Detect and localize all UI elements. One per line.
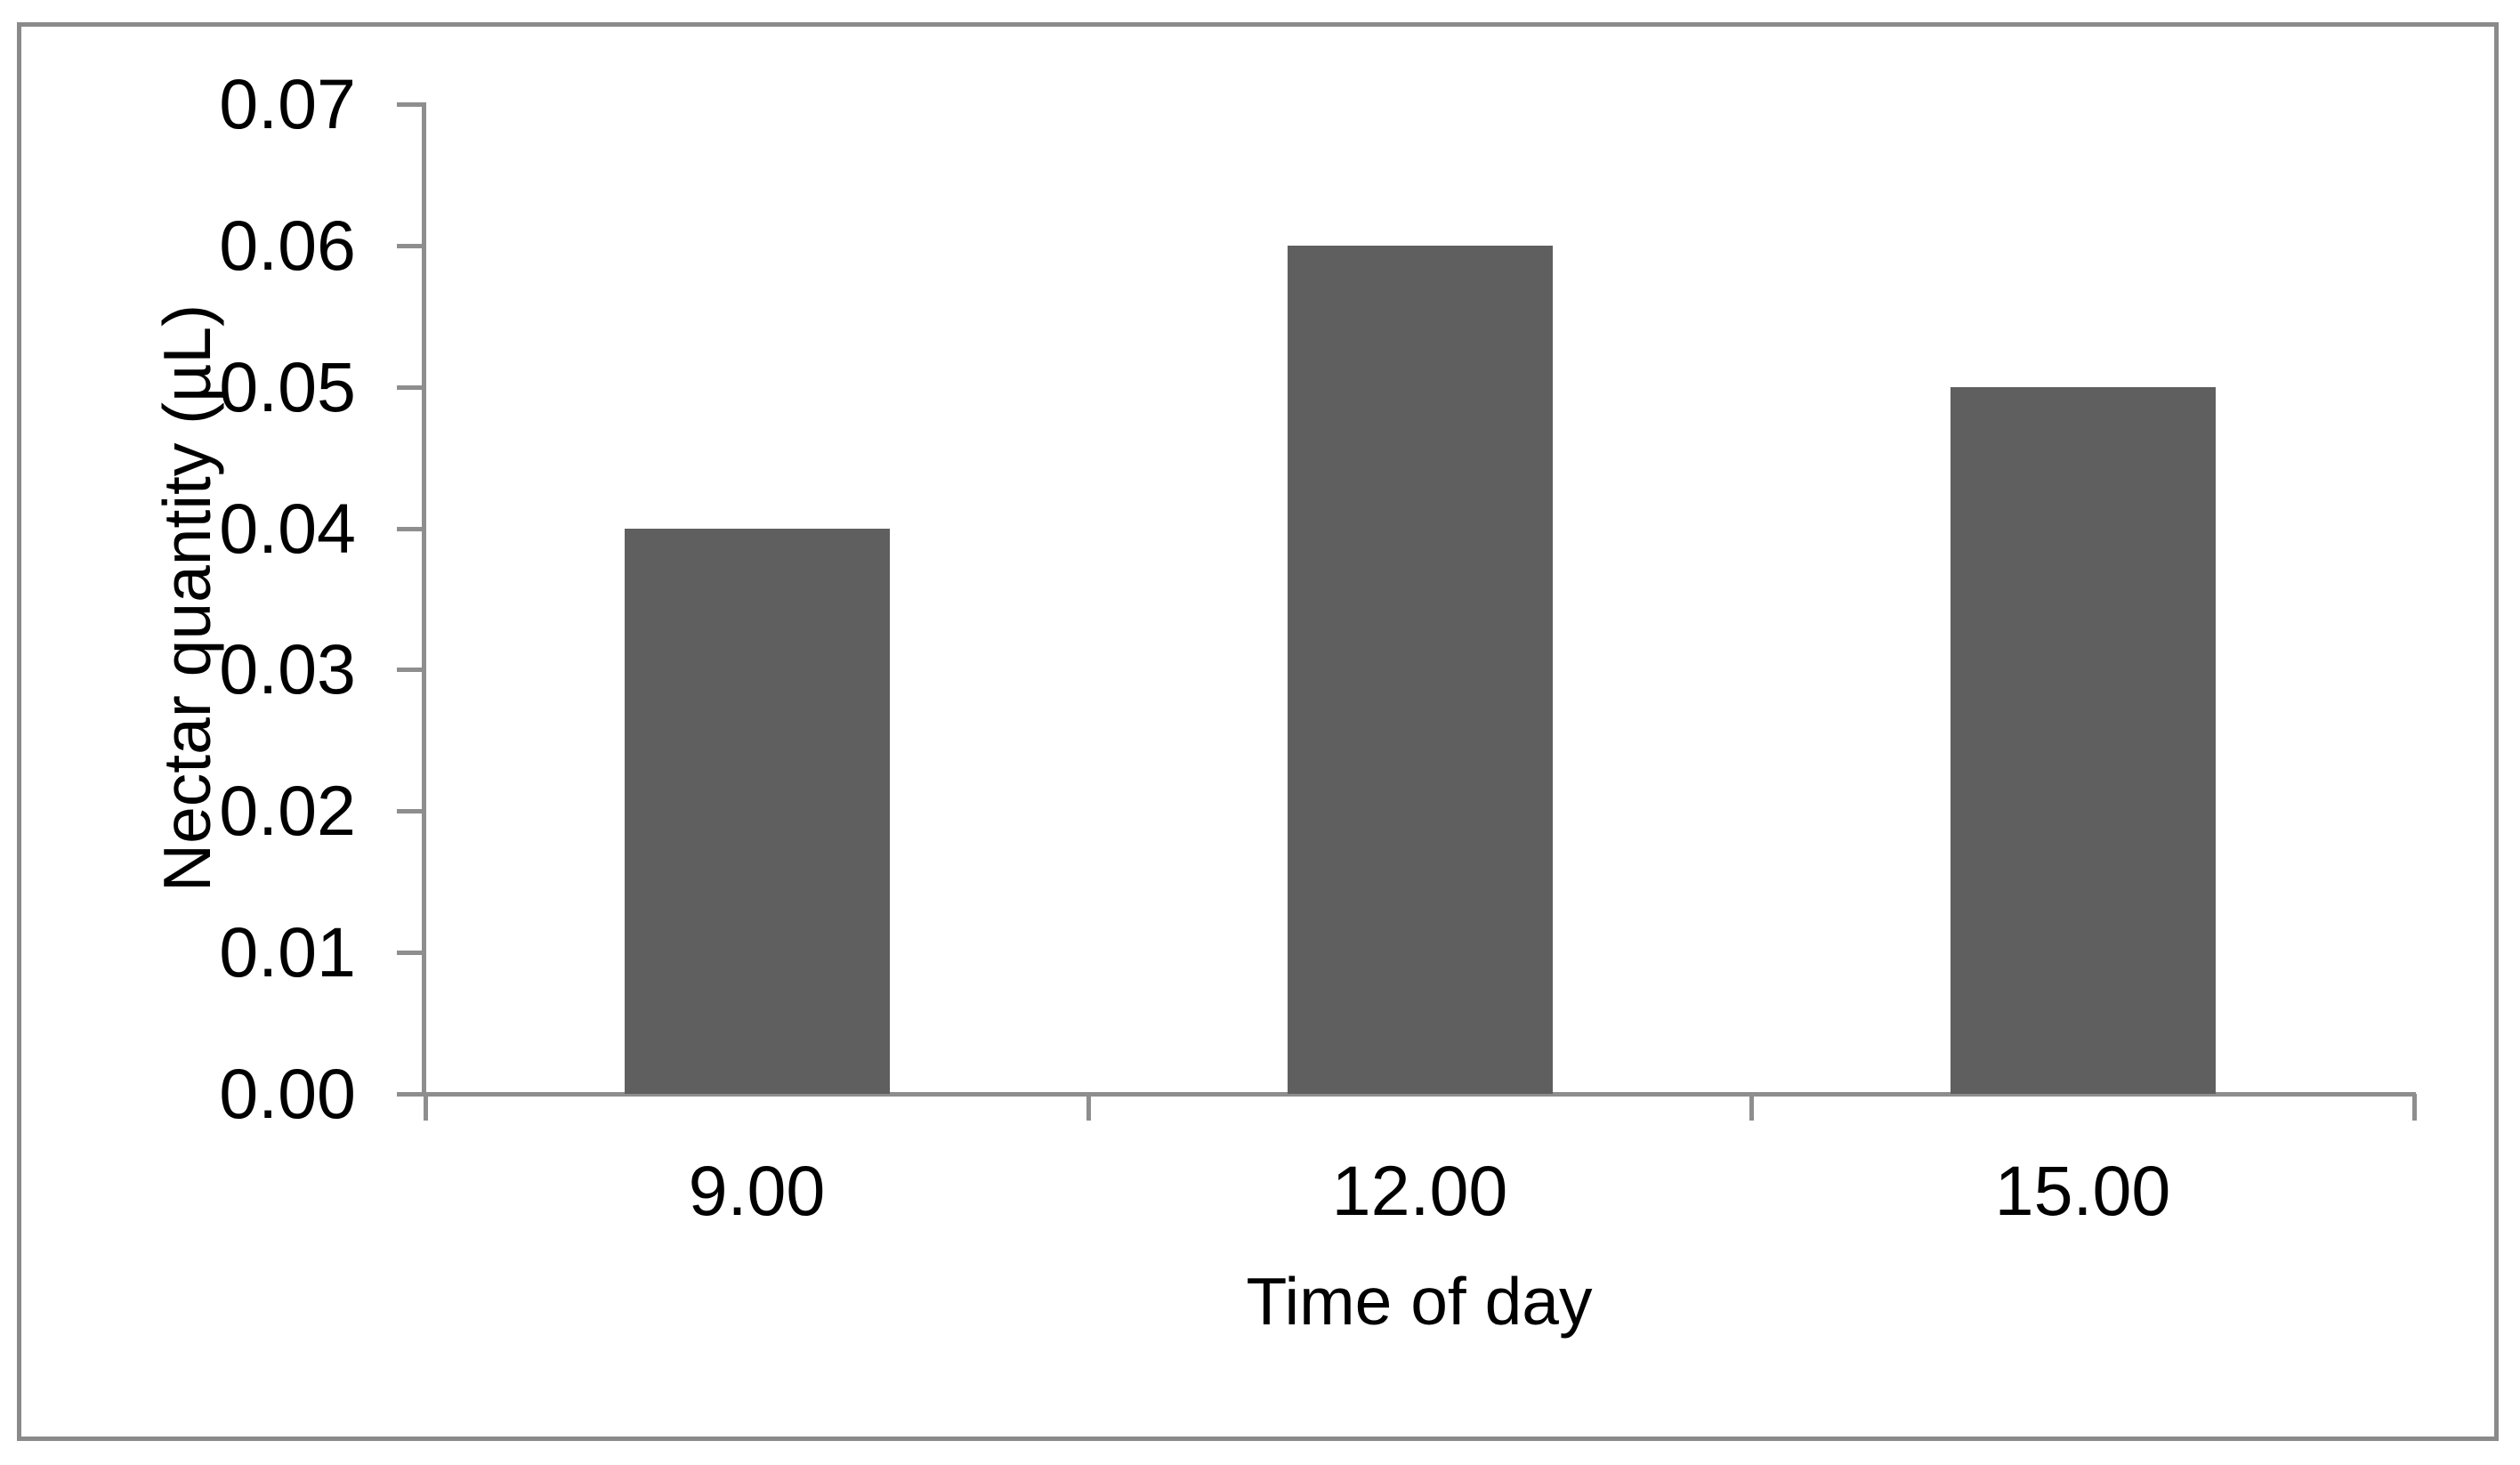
bar [1287, 245, 1553, 1094]
y-axis-title: Nectar quantity (µL) [149, 304, 224, 893]
y-tick-mark [397, 809, 422, 814]
y-tick-mark [397, 951, 422, 956]
y-tick-mark [397, 1092, 422, 1097]
y-tick-label: 0.01 [219, 912, 356, 992]
y-tick-label: 0.03 [219, 629, 356, 709]
x-tick-label: 15.00 [1994, 1151, 2171, 1230]
x-tick-mark [1086, 1094, 1091, 1121]
x-tick-label: 9.00 [688, 1151, 826, 1230]
x-axis-title: Time of day [1246, 1264, 1593, 1339]
y-tick-mark [397, 526, 422, 531]
x-axis-line [422, 1092, 2416, 1097]
y-tick-label: 0.05 [219, 346, 356, 426]
x-tick-mark [424, 1094, 428, 1121]
x-tick-mark [2412, 1094, 2417, 1121]
figure-border [17, 22, 2499, 1441]
y-tick-label: 0.00 [219, 1054, 356, 1133]
y-tick-mark [397, 243, 422, 248]
y-tick-label: 0.06 [219, 205, 356, 285]
y-tick-mark [397, 668, 422, 673]
y-tick-mark [397, 384, 422, 390]
y-axis-line [422, 102, 426, 1096]
y-tick-label: 0.07 [219, 64, 356, 143]
bar [624, 528, 890, 1094]
x-tick-label: 12.00 [1331, 1151, 1508, 1230]
y-tick-label: 0.04 [219, 488, 356, 568]
x-tick-mark [1749, 1094, 1754, 1121]
y-tick-mark [397, 102, 422, 107]
bar [1950, 386, 2216, 1094]
y-tick-label: 0.02 [219, 771, 356, 851]
